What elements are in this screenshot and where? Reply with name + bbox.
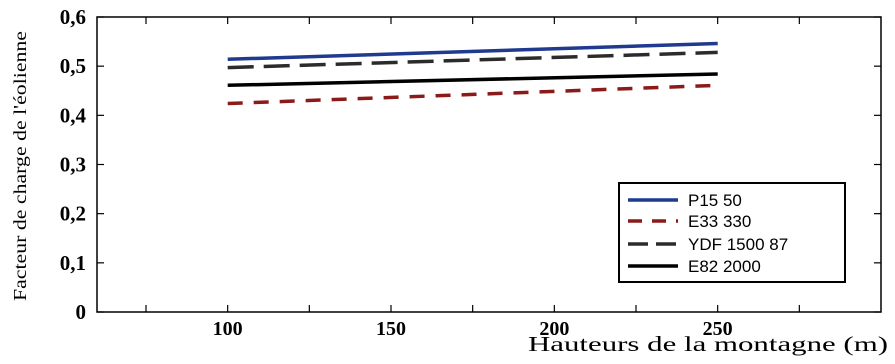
legend: P15 50 E33 330 YDF 1500 87 E82 2000 — [618, 182, 846, 283]
series-lines — [227, 41, 718, 106]
series-line — [227, 72, 718, 88]
y-tick-label: 0,6 — [60, 5, 86, 29]
y-tick-label: 0,5 — [60, 54, 86, 78]
series-line — [227, 50, 718, 70]
y-tick-label: 0,4 — [60, 103, 87, 127]
legend-label: E82 2000 — [688, 257, 761, 276]
y-axis-title: Facteur de charge de l'éolienne — [10, 31, 30, 301]
y-axis-ticks: 0 0,1 0,2 0,3 0,4 0,5 0,6 — [60, 5, 881, 324]
x-axis-title: Hauteurs de la montagne (m) — [528, 332, 888, 356]
x-tick-label: 150 — [376, 318, 406, 340]
y-tick-label: 0,3 — [60, 153, 86, 177]
legend-items: P15 50 E33 330 YDF 1500 87 E82 2000 — [628, 191, 788, 276]
x-tick-label: 100 — [213, 318, 243, 340]
legend-label: YDF 1500 87 — [688, 235, 788, 254]
x-tick-label: 200 — [539, 318, 569, 340]
series-line — [227, 41, 718, 62]
y-tick-label: 0,2 — [60, 202, 86, 226]
x-axis-ticks: 100 150 200 250 — [145, 17, 800, 340]
x-tick-label: 250 — [703, 318, 733, 340]
legend-label: E33 330 — [688, 212, 751, 231]
legend-label: P15 50 — [688, 191, 742, 210]
y-tick-label: 0 — [76, 300, 87, 324]
series-line — [227, 83, 718, 106]
y-tick-label: 0,1 — [60, 251, 86, 275]
